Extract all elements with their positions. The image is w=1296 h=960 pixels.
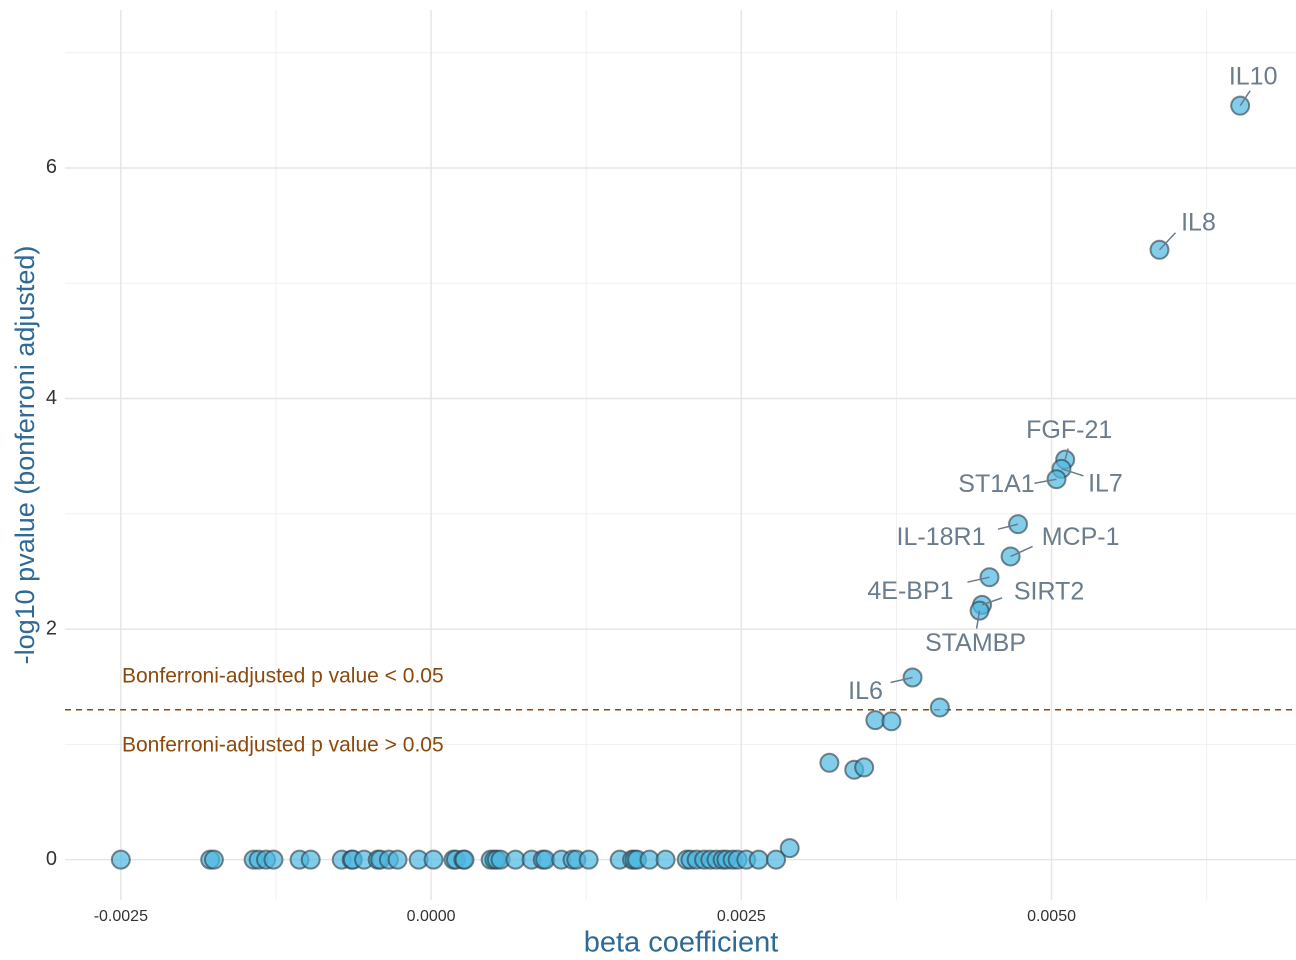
point xyxy=(655,849,676,870)
point-label: SIRT2 xyxy=(1014,577,1084,605)
point-label: STAMBP xyxy=(925,629,1026,657)
x-axis-label: beta coefficient xyxy=(584,927,779,959)
point xyxy=(881,711,902,732)
leader-line xyxy=(1061,468,1084,477)
point-label: 4E-BP1 xyxy=(867,577,953,605)
point-label: ST1A1 xyxy=(958,470,1034,498)
point xyxy=(578,849,599,870)
point-label: IL10 xyxy=(1229,62,1278,90)
point-label: IL7 xyxy=(1088,469,1123,497)
x-tick-label: 0.0050 xyxy=(1027,908,1076,925)
point xyxy=(263,849,284,870)
leader-line xyxy=(1064,448,1069,460)
point xyxy=(203,849,224,870)
point xyxy=(423,849,444,870)
y-tick-label: 6 xyxy=(46,156,57,178)
leader-line xyxy=(997,523,1019,530)
y-tick-label: 2 xyxy=(46,617,57,639)
point-label: FGF-21 xyxy=(1026,416,1112,444)
point xyxy=(300,849,321,870)
point xyxy=(748,849,769,870)
annotation: Bonferroni-adjusted p value > 0.05 xyxy=(122,733,444,756)
leader-line xyxy=(1239,90,1251,107)
y-tick-label: 0 xyxy=(46,848,57,870)
leader-line xyxy=(890,676,913,684)
point xyxy=(854,757,875,778)
y-tick-label: 4 xyxy=(46,387,57,409)
leader-line xyxy=(1158,232,1177,251)
x-tick-label: -0.0025 xyxy=(94,908,148,925)
leader-line xyxy=(1034,478,1057,484)
point xyxy=(110,849,131,870)
x-tick-label: 0.0000 xyxy=(407,908,456,925)
y-axis-label: -log10 pvalue (bonferroni adjusted) xyxy=(10,246,40,665)
point xyxy=(779,838,800,859)
point-label: IL6 xyxy=(848,677,883,705)
point xyxy=(819,752,840,773)
annotation: Bonferroni-adjusted p value < 0.05 xyxy=(122,664,444,687)
point xyxy=(454,849,475,870)
leader-line xyxy=(975,610,981,629)
point xyxy=(766,849,787,870)
x-tick-label: 0.0025 xyxy=(717,908,766,925)
point xyxy=(387,849,408,870)
point-label: IL8 xyxy=(1181,208,1216,236)
point xyxy=(929,697,950,718)
leader-line xyxy=(981,597,1003,606)
point-label: IL-18R1 xyxy=(897,523,986,551)
leader-line xyxy=(1010,545,1033,558)
leader-line xyxy=(967,576,990,583)
point-label: MCP-1 xyxy=(1042,523,1120,551)
